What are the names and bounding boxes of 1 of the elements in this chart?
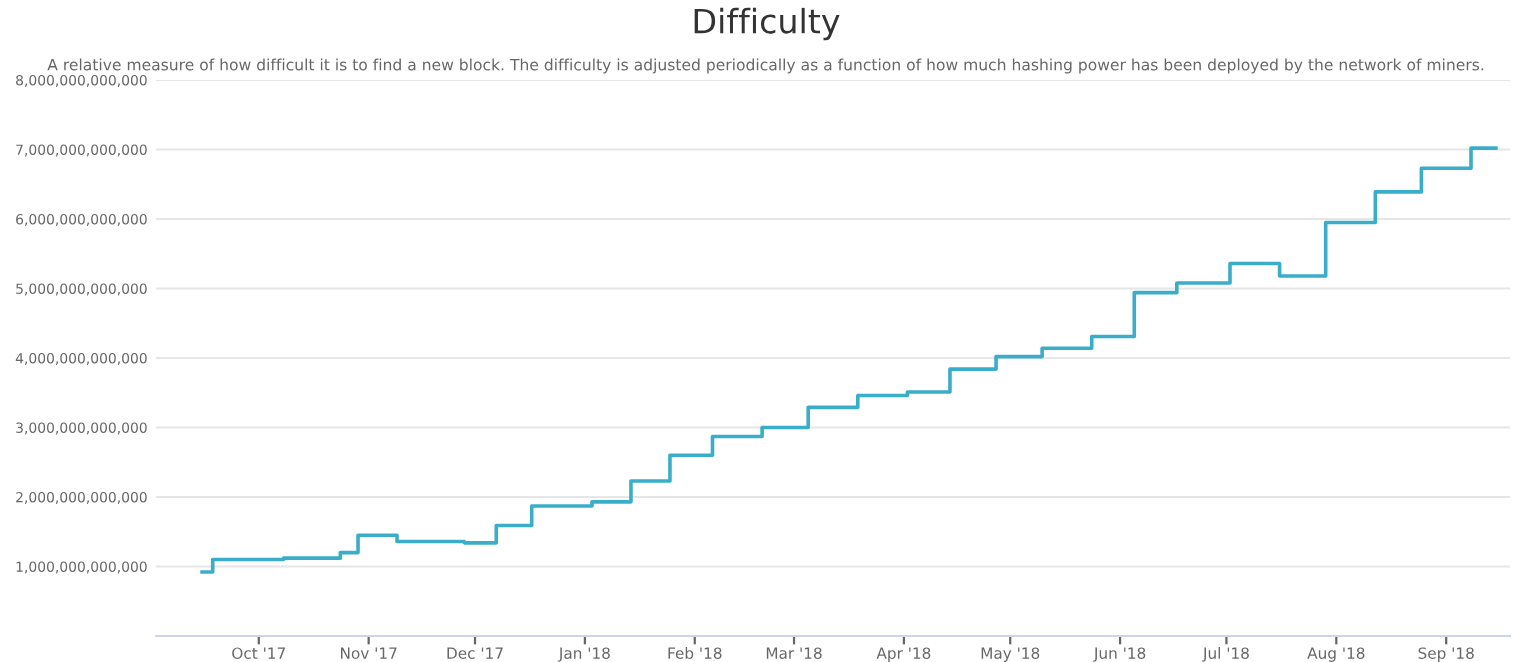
chart-title: Difficulty xyxy=(694,7,840,41)
